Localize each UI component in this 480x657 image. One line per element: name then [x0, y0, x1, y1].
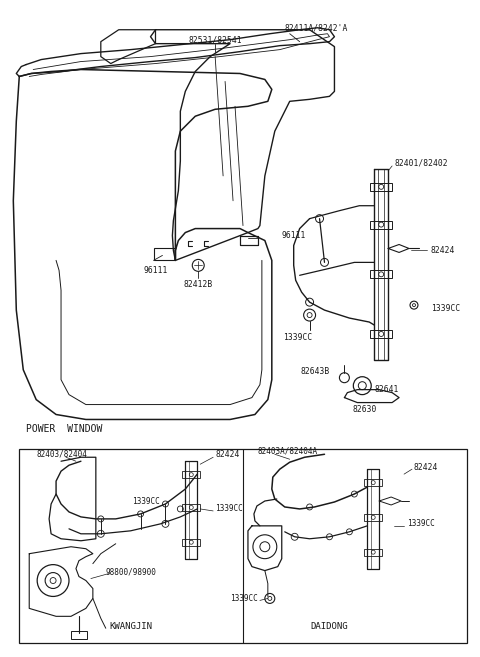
Text: 82403/82404: 82403/82404 — [36, 450, 87, 459]
Text: 82411A/8242'A: 82411A/8242'A — [285, 23, 348, 32]
Bar — [370, 330, 392, 338]
Text: 96111: 96111 — [282, 231, 306, 240]
Text: 82531/82541: 82531/82541 — [188, 35, 242, 44]
Bar — [364, 514, 382, 521]
Bar — [19, 449, 467, 643]
Text: 82401/82402: 82401/82402 — [394, 158, 448, 168]
Text: 1339CC: 1339CC — [431, 304, 460, 313]
Bar — [370, 183, 392, 191]
Text: 98800/98900: 98800/98900 — [105, 567, 156, 576]
Text: 1339CC: 1339CC — [407, 520, 435, 528]
Bar — [240, 236, 258, 246]
Bar — [364, 479, 382, 486]
Text: 1339CC: 1339CC — [215, 505, 243, 514]
Text: 1339CC: 1339CC — [230, 594, 258, 603]
Bar — [370, 221, 392, 229]
Bar — [182, 471, 200, 478]
Text: 96111: 96111 — [144, 266, 168, 275]
Text: 82424: 82424 — [215, 450, 240, 459]
Text: 82643B: 82643B — [300, 367, 329, 376]
Text: 82630: 82630 — [352, 405, 376, 414]
Bar — [154, 248, 175, 260]
Bar — [182, 539, 200, 546]
Text: 82424: 82424 — [431, 246, 455, 255]
Bar — [71, 631, 87, 639]
Bar — [364, 549, 382, 556]
Text: KWANGJIN: KWANGJIN — [109, 622, 152, 631]
Text: POWER  WINDOW: POWER WINDOW — [26, 424, 103, 434]
Text: 1339CC: 1339CC — [132, 497, 159, 507]
Text: 1339CC: 1339CC — [283, 334, 312, 342]
Text: 82412B: 82412B — [184, 280, 213, 289]
Text: 82403A/82404A: 82403A/82404A — [258, 447, 318, 456]
Bar — [182, 504, 200, 511]
Bar — [240, 236, 258, 246]
Bar — [370, 270, 392, 279]
Text: 82641: 82641 — [374, 385, 398, 394]
Text: DAIDONG: DAIDONG — [311, 622, 348, 631]
Text: 82424: 82424 — [414, 463, 438, 472]
